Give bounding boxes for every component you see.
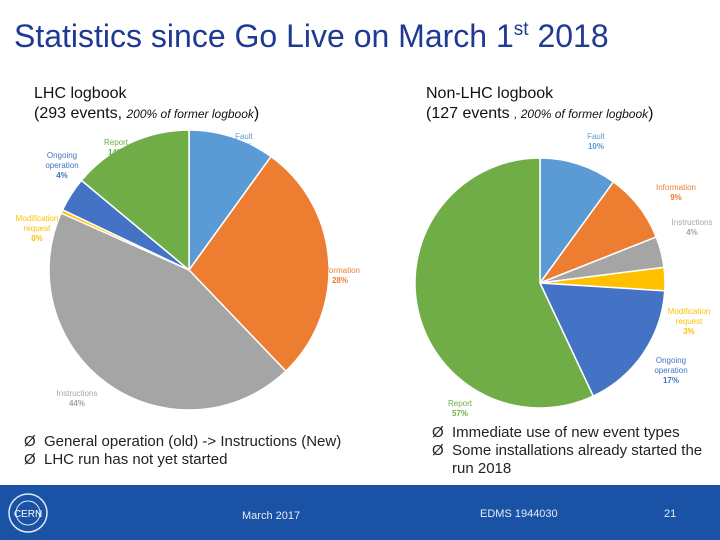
- slice-label-modification-request: Modification request 0%: [16, 214, 59, 243]
- footer-edms: EDMS 1944030: [480, 508, 558, 520]
- arrow-bullet-icon: Ø: [24, 451, 36, 468]
- slice-label-modification-request: Modification request 3%: [668, 307, 711, 336]
- arrow-bullet-icon: Ø: [432, 424, 444, 441]
- slice-label-instructions: Instructions 4%: [672, 218, 713, 237]
- slice-label-report: Report 57%: [448, 399, 473, 418]
- slice-label-information: Information 28%: [320, 266, 360, 285]
- pie-slice-ongoing-operation: [538, 282, 666, 398]
- pie-slice-fault: [188, 129, 273, 273]
- footer-bar: CERN March 2017 EDMS 1944030 21: [0, 485, 720, 540]
- pie-charts: Fault 10% Information 28% Instructions 44% Mod…: [16, 129, 713, 418]
- slice-label-fault: Fault 10%: [235, 132, 254, 151]
- title-year: 2018: [528, 18, 609, 54]
- page-title: Statistics since Go Live on March 1st 20…: [14, 18, 609, 55]
- left-subheading: (293 events, 200% of former logbook): [34, 105, 260, 122]
- slice-label-ongoing-operation: Ongoing operation 17%: [654, 356, 687, 385]
- slice-label-fault: Fault 10%: [587, 132, 606, 151]
- right-chart-heading: Non-LHC logbook (127 events , 200% of fo…: [426, 84, 653, 124]
- slice-label-ongoing-operation: Ongoing operation 4%: [45, 151, 78, 180]
- pie-slice-report: [80, 129, 190, 272]
- arrow-bullet-icon: Ø: [24, 433, 36, 450]
- slice-label-information: Information 9%: [656, 183, 696, 202]
- left-heading-text: LHC logbook: [34, 85, 127, 102]
- title-superscript: st: [513, 19, 529, 40]
- pie-slice-report: [414, 157, 595, 409]
- footer-date: March 2017: [242, 510, 301, 522]
- slice-label-instructions: Instructions 44%: [57, 389, 98, 408]
- footer-page-number: 21: [664, 508, 677, 520]
- right-bullet-1: Ø Immediate use of new event types: [432, 424, 680, 441]
- right-bullets: Ø Immediate use of new event types Ø Some …: [432, 424, 712, 478]
- left-bullet-1: Ø General operation (old) -> Instructions…: [24, 433, 342, 450]
- slice-label-report: Report 14%: [104, 138, 129, 157]
- pie-slice-information: [188, 155, 330, 373]
- pie-slice-instructions: [48, 212, 287, 411]
- title-text: Statistics since Go Live on March 1: [14, 18, 514, 54]
- left-bullet-2: Ø LHC run has not yet started: [24, 451, 228, 468]
- right-heading-text: Non-LHC logbook: [426, 85, 554, 102]
- right-bullet-2: Ø Some installations already started the …: [432, 442, 703, 477]
- arrow-bullet-icon: Ø: [432, 442, 444, 459]
- left-chart-heading: LHC logbook (293 events, 200% of former …: [34, 84, 259, 124]
- svg-text:CERN: CERN: [14, 509, 42, 520]
- right-subheading: (127 events , 200% of former logbook): [426, 105, 654, 122]
- left-bullets: Ø General operation (old) -> Instructions…: [24, 433, 394, 469]
- pie-slice-fault: [539, 157, 615, 286]
- cern-logo-icon: CERN: [8, 493, 48, 533]
